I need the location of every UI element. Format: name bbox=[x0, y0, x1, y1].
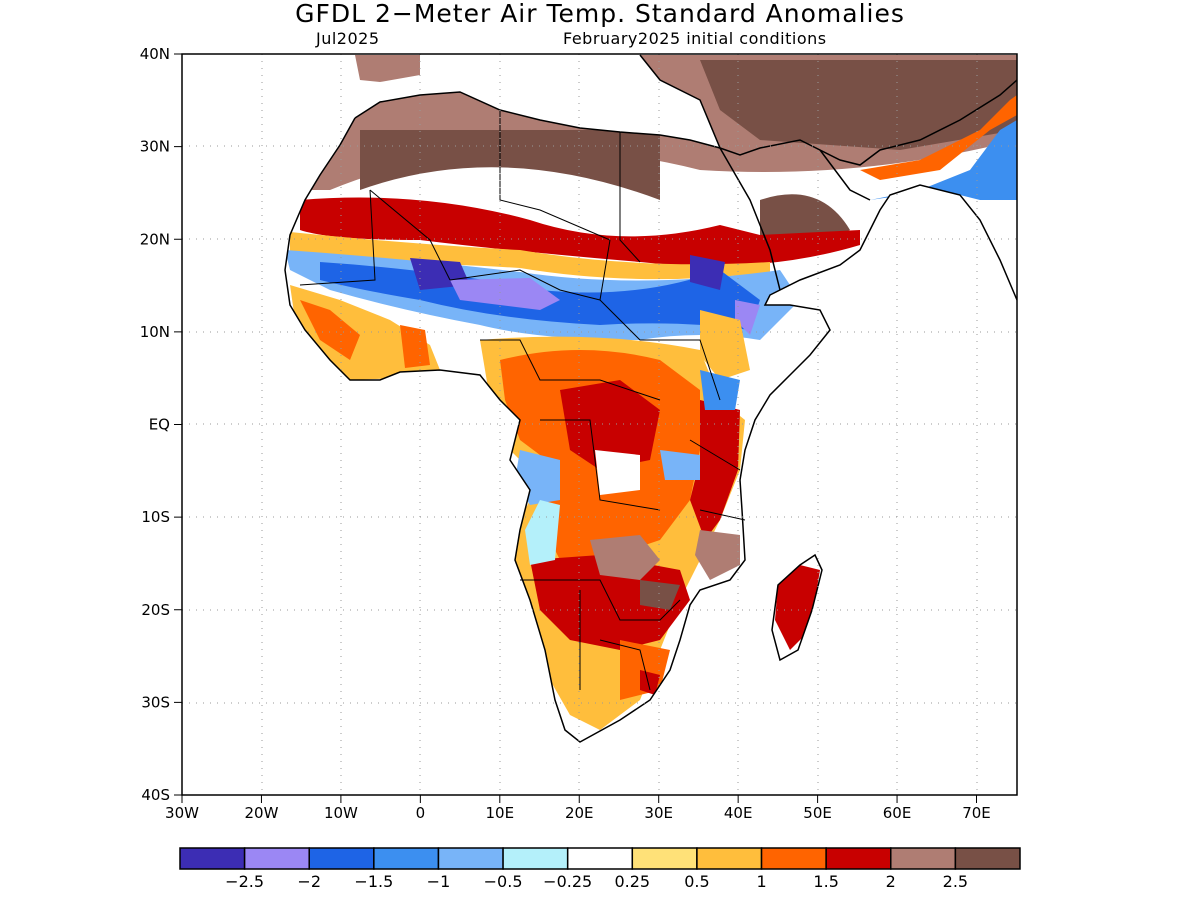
colorbar-label: −1.5 bbox=[354, 872, 393, 891]
colorbar-swatch bbox=[566, 847, 634, 870]
lon-label: 40E bbox=[724, 804, 753, 822]
colorbar-label: 1.5 bbox=[813, 872, 838, 891]
colorbar-label: 0.25 bbox=[614, 872, 650, 891]
colorbar-label: −0.25 bbox=[543, 872, 592, 891]
map-title: GFDL 2−Meter Air Temp. Standard Anomalie… bbox=[295, 0, 905, 28]
colorbar-swatch bbox=[179, 847, 246, 870]
lon-label: 0 bbox=[416, 804, 426, 822]
colorbar-label: −2 bbox=[297, 872, 321, 891]
lon-label: 10E bbox=[486, 804, 515, 822]
colorbar-swatch bbox=[631, 847, 698, 870]
colorbar-swatch bbox=[954, 847, 1021, 870]
valid-month-label: Jul2025 bbox=[316, 29, 380, 48]
lat-label: 40N bbox=[140, 45, 170, 63]
lat-label: 40S bbox=[141, 786, 170, 804]
colorbar-label: −2.5 bbox=[225, 872, 264, 891]
colorbar bbox=[179, 847, 1021, 870]
latitude-labels: 40N 30N 20N 10N EQ 10S 20S 30S 40S bbox=[140, 45, 170, 804]
lon-label: 20W bbox=[244, 804, 278, 822]
colorbar-swatch bbox=[696, 847, 763, 870]
lon-label: 30W bbox=[165, 804, 199, 822]
lat-label: 20N bbox=[140, 230, 170, 248]
colorbar-swatch bbox=[825, 847, 892, 870]
colorbar-swatch bbox=[437, 847, 504, 870]
lon-label: 70E bbox=[962, 804, 991, 822]
lon-label: 60E bbox=[883, 804, 912, 822]
init-conditions-label: February2025 initial conditions bbox=[563, 29, 827, 48]
lon-label: 20E bbox=[565, 804, 594, 822]
lat-label: 30N bbox=[140, 138, 170, 156]
coastline bbox=[284, 54, 1017, 743]
colorbar-labels: −2.5 −2 −1.5 −1 −0.5 −0.25 0.25 0.5 1 1.5 2 2.5 bbox=[225, 872, 968, 891]
axis-ticks bbox=[174, 53, 977, 803]
colorbar-label: −0.5 bbox=[484, 872, 523, 891]
lat-label: 20S bbox=[141, 601, 170, 619]
colorbar-label: 1 bbox=[756, 872, 766, 891]
anomaly-field bbox=[285, 55, 1017, 742]
lon-label: 10W bbox=[324, 804, 358, 822]
colorbar-swatch bbox=[890, 847, 957, 870]
longitude-labels: 30W 20W 10W 0 10E 20E 30E 40E 50E 60E 70E bbox=[165, 804, 991, 822]
lat-label: 10S bbox=[141, 508, 170, 526]
colorbar-swatch bbox=[373, 847, 440, 870]
country-borders bbox=[299, 110, 746, 691]
colorbar-swatch bbox=[308, 847, 375, 870]
lon-label: 30E bbox=[644, 804, 673, 822]
colorbar-swatch bbox=[760, 847, 827, 870]
colorbar-label: 0.5 bbox=[684, 872, 709, 891]
colorbar-label: 2 bbox=[886, 872, 896, 891]
lat-label: 10N bbox=[140, 323, 170, 341]
colorbar-swatch bbox=[243, 847, 310, 870]
colorbar-swatch bbox=[502, 847, 569, 870]
colorbar-label: −1 bbox=[427, 872, 451, 891]
colorbar-label: 2.5 bbox=[943, 872, 968, 891]
lat-label: 30S bbox=[141, 693, 170, 711]
lat-label: EQ bbox=[149, 416, 170, 434]
lon-label: 50E bbox=[803, 804, 832, 822]
